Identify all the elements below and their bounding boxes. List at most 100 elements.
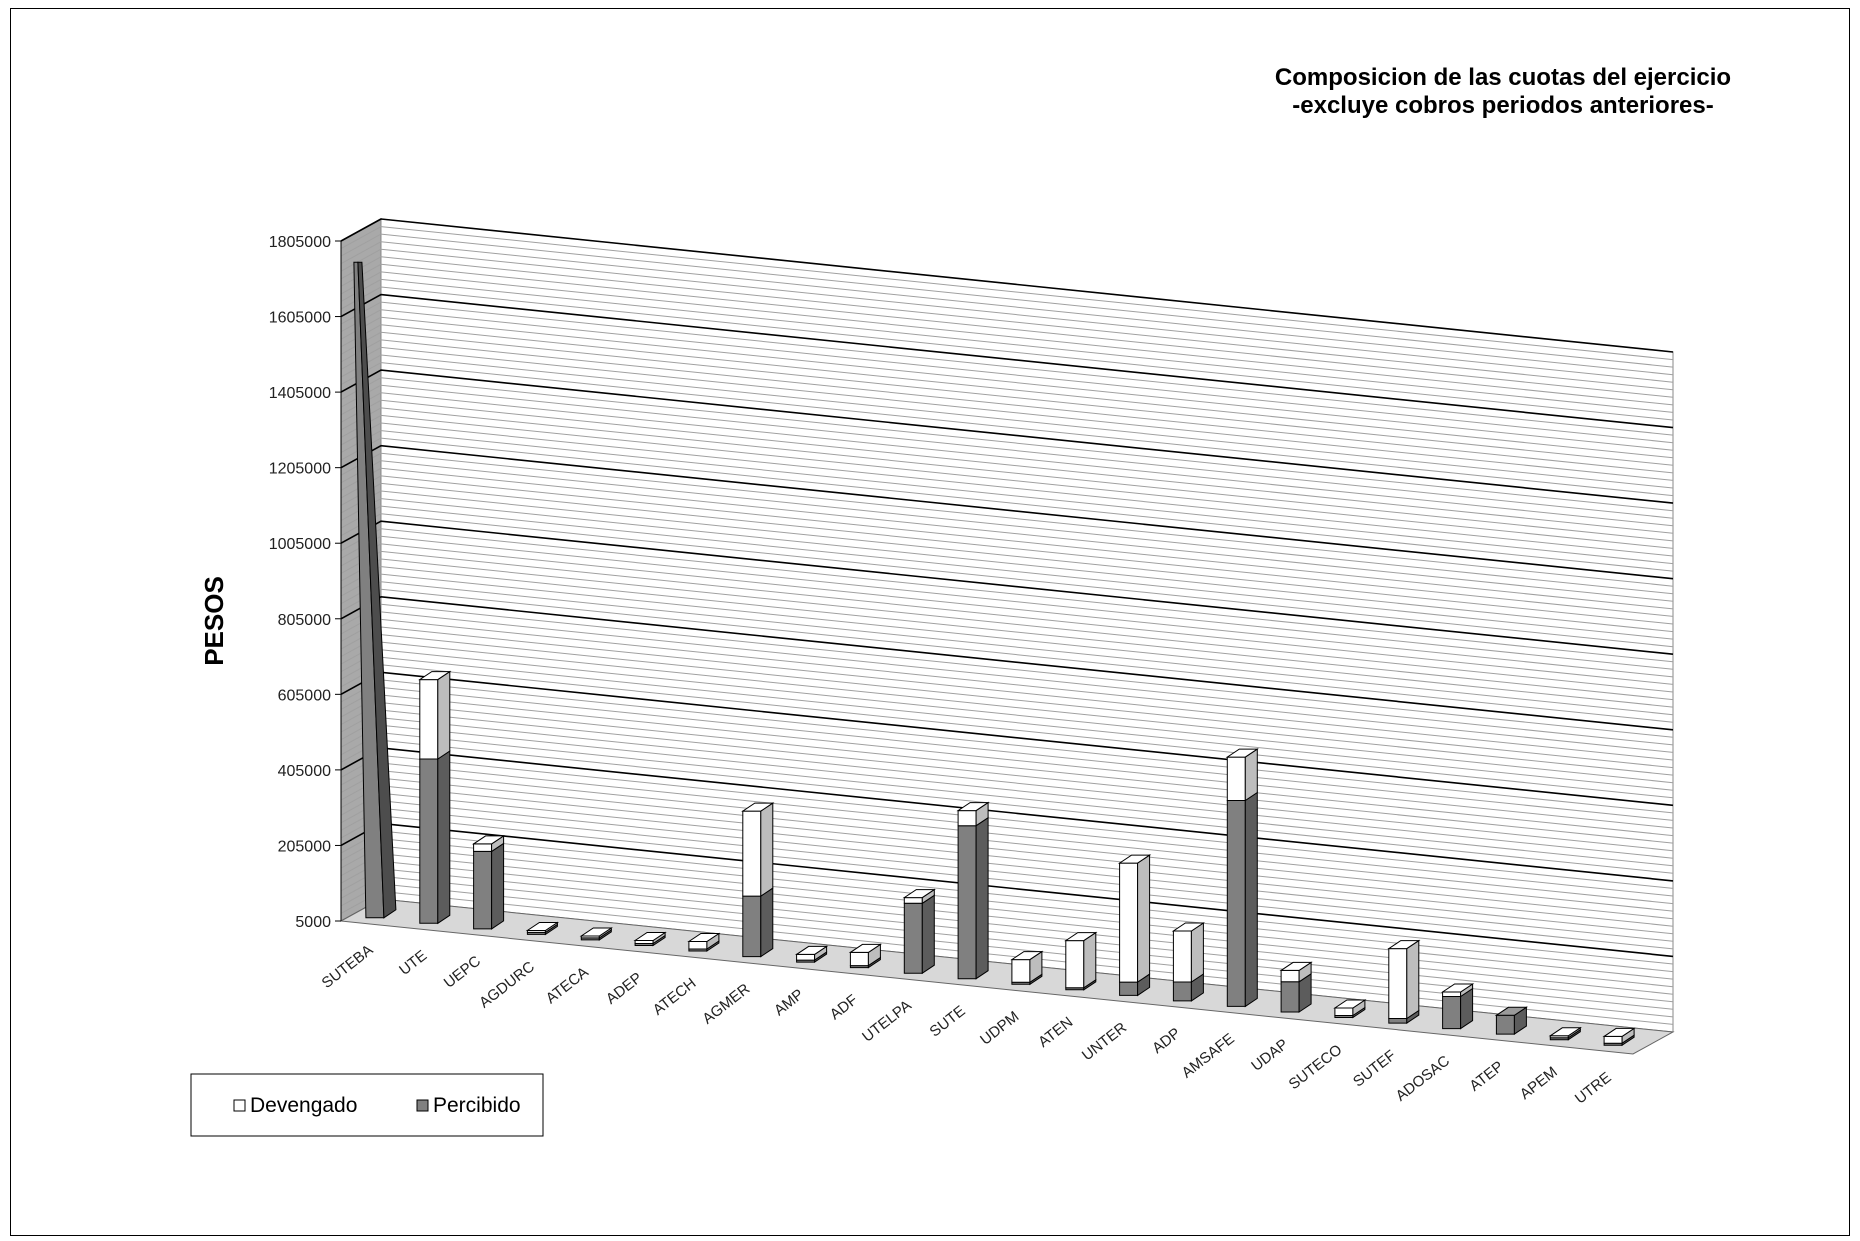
bar-top bbox=[1279, 961, 1313, 971]
x-tick-label: UDPM bbox=[977, 1008, 1022, 1049]
bar-devengado-side bbox=[1190, 922, 1204, 983]
y-tick-label: 1405000 bbox=[269, 385, 331, 402]
gridline-minor bbox=[340, 611, 1674, 746]
bar-top bbox=[525, 922, 560, 931]
bar-ute bbox=[418, 670, 452, 925]
gridline-minor bbox=[340, 316, 1674, 451]
bar-devengado-front bbox=[473, 843, 493, 852]
x-tick-label: ADOSAC bbox=[1393, 1052, 1454, 1104]
x-tick-label: UEPC bbox=[441, 953, 484, 992]
bar-devengado-front bbox=[849, 951, 869, 967]
bar-percibido-front bbox=[1280, 981, 1300, 1013]
bar-devengado-front bbox=[742, 810, 762, 897]
x-tick-label: AMP bbox=[771, 986, 807, 1019]
gridline-minor bbox=[340, 528, 1674, 663]
bar-uepc bbox=[471, 834, 506, 930]
x-tick-label: UTE bbox=[396, 947, 430, 979]
bar-amsafe bbox=[1225, 748, 1259, 1008]
gridline-minor bbox=[340, 513, 1674, 648]
bar-percibido-side bbox=[921, 894, 935, 975]
bar-top bbox=[794, 945, 829, 955]
bar-percibido-front bbox=[473, 850, 493, 930]
legend-label-devengado: Devengado bbox=[250, 1094, 357, 1117]
bar-top bbox=[579, 927, 613, 937]
bar-agdurc bbox=[525, 921, 560, 936]
y-axis: 5000 205000 405000 605000 805000 1005000 12050… bbox=[269, 234, 342, 931]
bar-amp bbox=[794, 945, 829, 964]
bar-percibido-side bbox=[357, 261, 397, 919]
gridline-minor bbox=[340, 422, 1674, 557]
bar-top bbox=[902, 889, 936, 899]
bar-percibido-front bbox=[1495, 1014, 1515, 1035]
x-tick-label: SUTECO bbox=[1286, 1041, 1346, 1093]
chart-frame: 5000 205000 405000 605000 805000 1005000 12050… bbox=[10, 8, 1850, 1236]
bar-agmer bbox=[741, 802, 775, 958]
gridline-minor bbox=[340, 543, 1674, 678]
legend-swatch-percibido bbox=[416, 1099, 429, 1112]
x-tick-label: UDAP bbox=[1248, 1036, 1291, 1075]
gridline-minor bbox=[340, 226, 1674, 361]
bar-top bbox=[1387, 940, 1421, 950]
bar-percibido-front bbox=[1172, 981, 1192, 1002]
gridline-minor bbox=[340, 414, 1674, 549]
gridline-minor bbox=[340, 505, 1674, 640]
gridline-minor bbox=[340, 558, 1674, 693]
bar-top bbox=[848, 943, 883, 953]
bar-percibido-side bbox=[760, 887, 774, 958]
legend: Devengado Percibido bbox=[190, 1073, 544, 1137]
bar-udpm bbox=[1010, 950, 1044, 986]
x-tick-label: UTRE bbox=[1572, 1069, 1615, 1108]
gridline-minor bbox=[340, 452, 1674, 587]
x-tick-label: ADF bbox=[827, 991, 861, 1023]
bar-devengado-front bbox=[419, 679, 439, 760]
gridline-minor bbox=[340, 384, 1674, 519]
bar-top bbox=[687, 933, 721, 942]
legend-label-percibido: Percibido bbox=[433, 1094, 521, 1117]
gridline-minor bbox=[340, 331, 1674, 466]
bar-utelpa bbox=[902, 888, 936, 975]
bar-top bbox=[1602, 1027, 1636, 1037]
y-tick-label: 1005000 bbox=[269, 536, 331, 553]
bar-percibido-front bbox=[1442, 996, 1462, 1030]
x-tick-label: ATECH bbox=[650, 975, 700, 1019]
bar-percibido-side bbox=[437, 750, 451, 925]
gridline-minor bbox=[340, 362, 1674, 497]
bars bbox=[353, 261, 1636, 1047]
x-tick-label: ATEP bbox=[1466, 1058, 1506, 1095]
bar-devengado-front bbox=[1172, 930, 1192, 983]
legend-box bbox=[190, 1073, 544, 1137]
gridline-minor bbox=[340, 588, 1674, 723]
bar-top bbox=[418, 671, 452, 681]
gridline-major bbox=[340, 369, 1674, 504]
y-tick-label: 1205000 bbox=[269, 461, 331, 478]
bar-adp bbox=[1171, 922, 1206, 1002]
bar-udap bbox=[1279, 961, 1313, 1013]
bar-devengado-front bbox=[1388, 948, 1408, 1019]
gridline-minor bbox=[340, 407, 1674, 542]
bar-adf bbox=[848, 943, 883, 969]
x-tick-label: SUTEBA bbox=[319, 942, 377, 992]
bar-percibido-front bbox=[1388, 1018, 1408, 1024]
bar-devengado-front bbox=[1011, 959, 1031, 983]
gridline-minor bbox=[340, 233, 1674, 368]
gridline-minor bbox=[340, 309, 1674, 444]
bar-top bbox=[633, 932, 667, 941]
gridline-minor bbox=[340, 603, 1674, 738]
bar-top bbox=[1440, 983, 1475, 993]
x-tick-label: UNTER bbox=[1079, 1019, 1130, 1064]
bar-unter bbox=[1117, 854, 1152, 997]
bar-top bbox=[1010, 951, 1044, 961]
bar-devengado-front bbox=[796, 953, 816, 961]
y-tick-label: 1805000 bbox=[269, 234, 331, 251]
y-axis-label: PESOS bbox=[199, 576, 229, 666]
gridline-minor bbox=[340, 346, 1674, 481]
bar-devengado-front bbox=[957, 810, 977, 827]
bar-top bbox=[1171, 922, 1206, 932]
bar-percibido-side bbox=[1244, 791, 1258, 1008]
bar-top bbox=[1225, 748, 1259, 758]
bar-top bbox=[956, 802, 990, 812]
gridline-minor bbox=[340, 377, 1674, 512]
gridline-minor bbox=[340, 339, 1674, 474]
gridline-minor bbox=[340, 482, 1674, 617]
bar-adep bbox=[633, 931, 667, 947]
